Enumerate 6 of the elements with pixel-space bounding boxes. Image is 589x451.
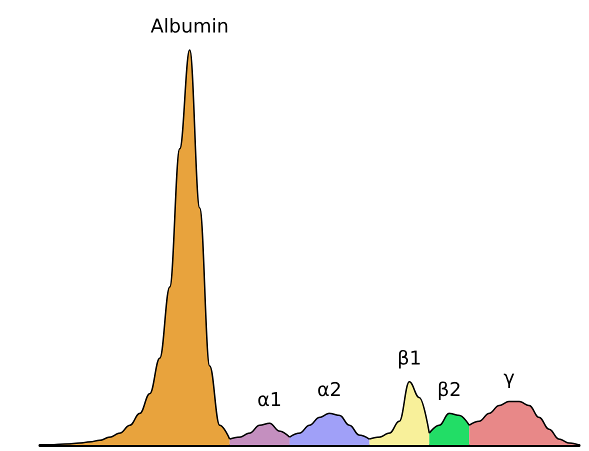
series-label: γ: [504, 367, 515, 390]
series-label: α1: [257, 388, 282, 411]
series-label: α2: [317, 378, 342, 401]
series-label: β1: [397, 347, 422, 370]
series-label: Albumin: [150, 16, 229, 38]
series-label: β2: [437, 378, 462, 401]
